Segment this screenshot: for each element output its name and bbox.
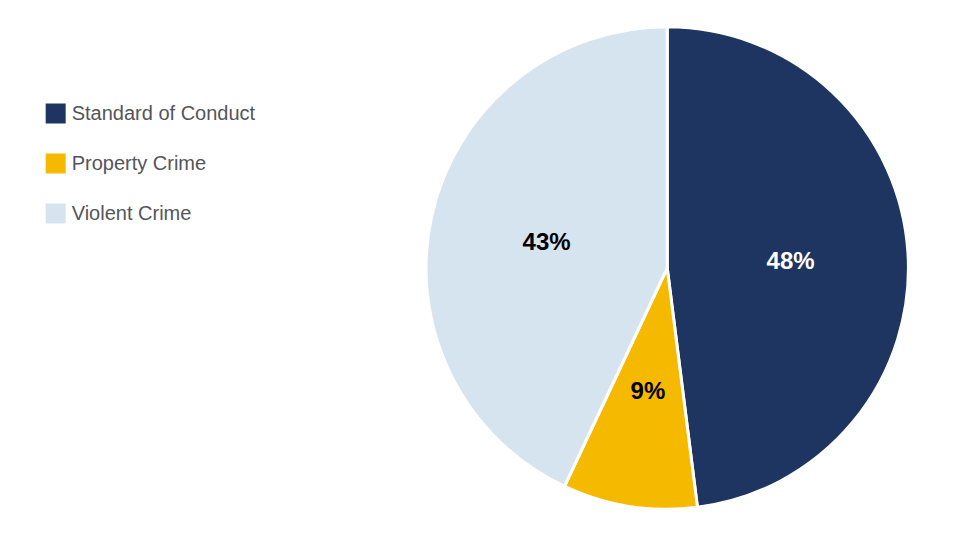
svg-text:9%: 9%: [631, 377, 666, 404]
svg-text:48%: 48%: [767, 247, 815, 274]
svg-text:43%: 43%: [523, 228, 571, 255]
svg-text:Standard of Conduct: Standard of Conduct: [72, 102, 256, 124]
svg-text:Violent Crime: Violent Crime: [72, 202, 192, 224]
svg-text:Property Crime: Property Crime: [72, 152, 206, 174]
